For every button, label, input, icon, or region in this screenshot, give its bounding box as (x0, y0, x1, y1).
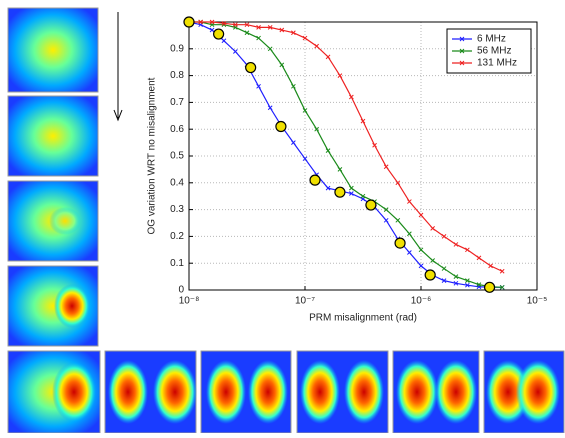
thumbnail-spot (49, 207, 81, 235)
thumbnail-spot (108, 360, 148, 424)
x-tick-label: 10⁻⁵ (527, 296, 548, 307)
y-tick-label: 0.6 (170, 124, 184, 135)
highlight-point (366, 200, 376, 210)
thumbnail-spot (300, 360, 340, 424)
legend-label: 6 MHz (477, 34, 506, 45)
y-tick-label: 0.9 (170, 43, 184, 54)
thumbnail-spot (435, 360, 477, 424)
x-tick-label: 10⁻⁷ (295, 296, 315, 307)
thumbnail-spot (52, 362, 96, 422)
x-tick-label: 10⁻⁸ (179, 296, 200, 307)
highlight-point (310, 175, 320, 185)
thumbnail-spot (206, 360, 246, 424)
highlight-point (214, 29, 224, 39)
thumbnail-spot (54, 284, 90, 328)
thumbnail (8, 8, 98, 92)
highlight-point (246, 63, 256, 73)
thumbnail-spot (248, 360, 288, 424)
x-tick-label: 10⁻⁶ (411, 296, 432, 307)
highlight-point (395, 238, 405, 248)
figure: OG variation WRT no misalignment PRM mis… (0, 0, 565, 433)
y-tick-label: 0.7 (170, 97, 184, 108)
y-tick-label: 0.1 (170, 258, 184, 269)
highlight-point (276, 122, 286, 132)
y-tick-label: 0.4 (170, 177, 184, 188)
thumbnail (8, 96, 98, 176)
legend-label: 56 MHz (477, 46, 511, 57)
thumbnail-spot (153, 360, 197, 424)
y-axis-label: OG variation WRT no misalignment (147, 77, 158, 234)
y-tick-label: 0 (178, 285, 184, 296)
thumbnail-spot (516, 360, 560, 424)
y-tick-label: 0.5 (170, 151, 184, 162)
thumbnail-spot (396, 360, 438, 424)
y-tick-label: 0.2 (170, 231, 184, 242)
thumbnail-spot (344, 360, 384, 424)
highlight-point (485, 282, 495, 292)
x-axis-label: PRM misalignment (rad) (309, 313, 417, 324)
highlight-point (184, 17, 194, 27)
highlight-point (425, 270, 435, 280)
legend-label: 131 MHz (477, 58, 517, 69)
y-tick-label: 0.8 (170, 70, 184, 81)
highlight-point (335, 187, 345, 197)
y-tick-label: 0.3 (170, 204, 184, 215)
